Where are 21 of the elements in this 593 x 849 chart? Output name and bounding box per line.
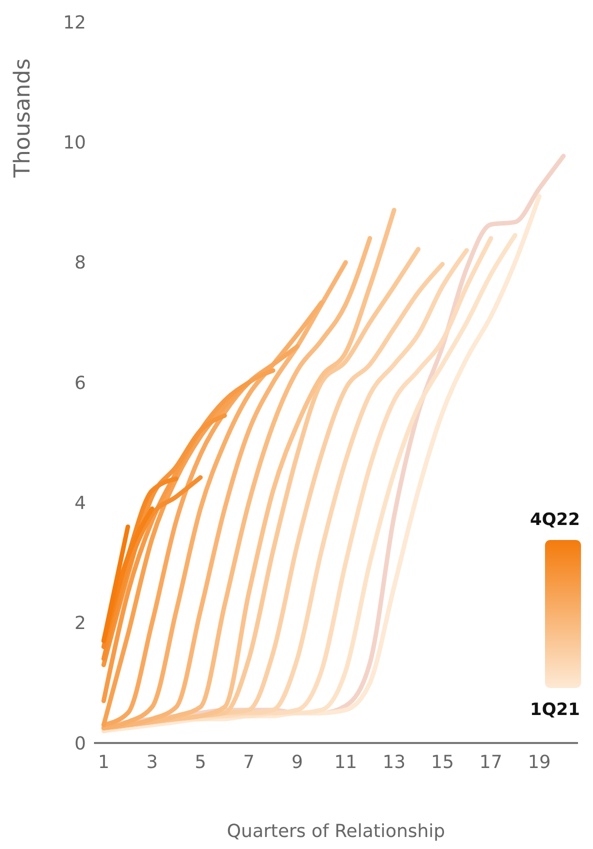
x-tick-label: 19 [528, 752, 551, 773]
x-tick-label: 11 [334, 752, 358, 773]
x-tick-label: 15 [431, 752, 454, 773]
x-tick-label: 17 [479, 752, 502, 773]
x-tick-label: 7 [243, 752, 255, 773]
x-axis-title: Quarters of Relationship [226, 821, 446, 842]
y-tick-label: 10 [63, 132, 86, 154]
y-tick-label: 2 [74, 613, 86, 634]
x-tick-label: 3 [146, 752, 158, 773]
x-tick-label: 5 [194, 752, 206, 773]
x-tick-label: 1 [98, 752, 110, 773]
x-tick-label: 9 [292, 752, 304, 773]
y-tick-label: 12 [63, 12, 86, 34]
y-tick-label: 0 [74, 733, 86, 754]
annotation: 4Q22 [530, 510, 580, 530]
y-axis-title: Thousands [10, 58, 36, 178]
annotation: 1Q21 [530, 700, 580, 720]
y-tick-label: 8 [74, 252, 86, 274]
y-tick-label: 4 [74, 493, 86, 514]
y-tick-label: 6 [74, 372, 86, 394]
x-tick-label: 13 [382, 752, 406, 773]
